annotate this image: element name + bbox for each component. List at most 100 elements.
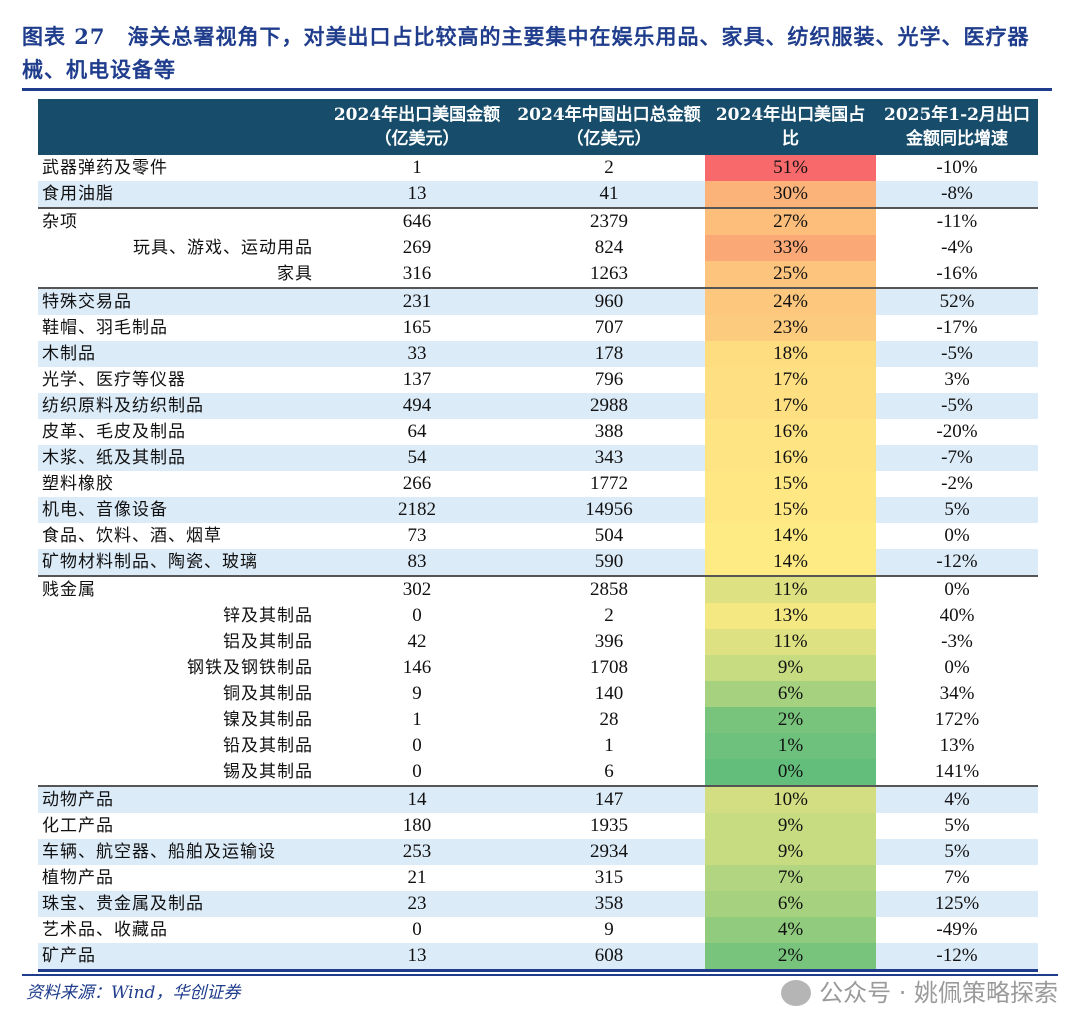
us-share-cell: 15%: [705, 497, 876, 523]
yoy-growth-cell: -17%: [936, 317, 978, 338]
category-cell: 植物产品: [42, 868, 114, 888]
table-row: 纺织原料及纺织制品 494 2988 17% -5%: [38, 393, 1038, 419]
us-export-cell: 42: [407, 631, 427, 652]
yoy-growth-cell: 125%: [876, 891, 1038, 917]
table-row: 植物产品 21 315 7% 7%: [38, 865, 1038, 891]
total-export-cell: 796: [594, 369, 624, 390]
us-share-cell: 1%: [705, 733, 876, 759]
category-cell: 家具: [277, 264, 313, 284]
yoy-growth-cell: -3%: [941, 631, 973, 652]
figure-title: 图表 27 海关总署视角下，对美出口占比较高的主要集中在娱乐用品、家具、纺织服装…: [22, 24, 1030, 82]
total-export-cell: 358: [513, 891, 705, 917]
us-export-cell: 494: [321, 393, 513, 419]
table-row: 木制品 33 178 18% -5%: [38, 341, 1038, 367]
total-export-cell: 6: [604, 761, 614, 782]
yoy-growth-cell: 13%: [939, 735, 975, 756]
yoy-growth-cell: 4%: [876, 785, 1038, 813]
table-row: 锡及其制品 0 6 0% 141%: [38, 759, 1038, 786]
us-share-cell: 51%: [705, 155, 876, 181]
table-row: 家具 316 1263 25% -16%: [38, 261, 1038, 288]
us-export-cell: 21: [407, 867, 427, 888]
total-export-cell: 608: [513, 943, 705, 969]
total-export-cell: 28: [599, 709, 619, 730]
table-row: 杂项 646 2379 27% -11%: [38, 207, 1038, 235]
total-export-cell: 590: [513, 549, 705, 576]
yoy-growth-cell: 34%: [939, 683, 975, 704]
total-export-cell: 1772: [590, 473, 628, 494]
us-share-cell: 9%: [705, 839, 876, 865]
total-export-cell: 1263: [590, 263, 628, 284]
us-export-cell: 14: [321, 785, 513, 813]
total-export-cell: 504: [594, 525, 624, 546]
total-export-cell: 14956: [513, 497, 705, 523]
export-share-table: 2024年出口美国金额（亿美元） 2024年中国出口总金额（亿美元） 2024年…: [38, 99, 1038, 969]
table-row: 鞋帽、羽毛制品 165 707 23% -17%: [38, 315, 1038, 341]
total-export-cell: 2934: [513, 839, 705, 865]
yoy-growth-cell: 5%: [876, 497, 1038, 523]
table-row: 木浆、纸及其制品 54 343 16% -7%: [38, 445, 1038, 471]
total-export-cell: 147: [513, 785, 705, 813]
us-share-cell: 11%: [705, 575, 876, 603]
category-cell: 贱金属: [38, 575, 321, 603]
yoy-growth-cell: -5%: [876, 341, 1038, 367]
us-export-cell: 54: [321, 445, 513, 471]
total-export-cell: 41: [513, 181, 705, 208]
category-cell: 机电、音像设备: [38, 497, 321, 523]
us-share-cell: 17%: [705, 393, 876, 419]
category-cell: 木浆、纸及其制品: [38, 445, 321, 471]
us-export-cell: 1: [412, 157, 422, 178]
category-cell: 艺术品、收藏品: [42, 920, 168, 940]
yoy-growth-cell: -8%: [876, 181, 1038, 208]
us-share-cell: 24%: [705, 287, 876, 315]
yoy-growth-cell: 172%: [934, 709, 980, 730]
us-export-cell: 2182: [321, 497, 513, 523]
category-cell: 食用油脂: [38, 181, 321, 208]
yoy-growth-cell: 40%: [939, 605, 975, 626]
category-cell: 镍及其制品: [223, 710, 313, 730]
total-export-cell: 396: [594, 631, 624, 652]
us-export-cell: 137: [402, 369, 432, 390]
total-export-cell: 1935: [590, 815, 628, 836]
yoy-growth-cell: -11%: [876, 207, 1038, 235]
yoy-growth-cell: -5%: [876, 393, 1038, 419]
category-cell: 化工产品: [42, 816, 114, 836]
yoy-growth-cell: -12%: [876, 549, 1038, 576]
total-export-cell: 2: [604, 157, 614, 178]
yoy-growth-cell: 52%: [876, 287, 1038, 315]
us-share-cell: 10%: [705, 785, 876, 813]
us-share-cell: 9%: [705, 813, 876, 839]
category-cell: 玩具、游戏、运动用品: [133, 238, 313, 258]
source-note: 资料来源：Wind，华创证券: [26, 983, 241, 1003]
category-cell: 动物产品: [38, 785, 321, 813]
us-export-cell: 253: [321, 839, 513, 865]
yoy-growth-cell: 3%: [944, 369, 970, 390]
total-export-cell: 140: [594, 683, 624, 704]
table-row: 玩具、游戏、运动用品 269 824 33% -4%: [38, 235, 1038, 261]
us-share-cell: 33%: [705, 235, 876, 261]
total-export-cell: 178: [513, 341, 705, 367]
total-export-cell: 388: [594, 421, 624, 442]
yoy-growth-cell: -7%: [876, 445, 1038, 471]
us-export-cell: 33: [321, 341, 513, 367]
total-export-cell: 2379: [513, 207, 705, 235]
category-cell: 纺织原料及纺织制品: [38, 393, 321, 419]
us-export-cell: 23: [321, 891, 513, 917]
table-row: 贱金属 302 2858 11% 0%: [38, 575, 1038, 603]
us-export-cell: 73: [407, 525, 427, 546]
category-cell: 特殊交易品: [38, 287, 321, 315]
header-total-export: 2024年中国出口总金额（亿美元）: [513, 99, 705, 155]
category-cell: 锡及其制品: [223, 762, 313, 782]
yoy-growth-cell: 0%: [944, 525, 970, 546]
table-row: 铝及其制品 42 396 11% -3%: [38, 629, 1038, 655]
us-export-cell: 231: [321, 287, 513, 315]
yoy-growth-cell: -20%: [936, 421, 978, 442]
category-cell: 塑料橡胶: [42, 474, 114, 494]
yoy-growth-cell: 0%: [876, 575, 1038, 603]
us-export-cell: 9: [412, 683, 422, 704]
total-export-cell: 315: [594, 867, 624, 888]
total-export-cell: 960: [513, 287, 705, 315]
category-cell: 木制品: [38, 341, 321, 367]
category-cell: 食品、饮料、酒、烟草: [42, 526, 222, 546]
us-share-cell: 11%: [705, 629, 876, 655]
